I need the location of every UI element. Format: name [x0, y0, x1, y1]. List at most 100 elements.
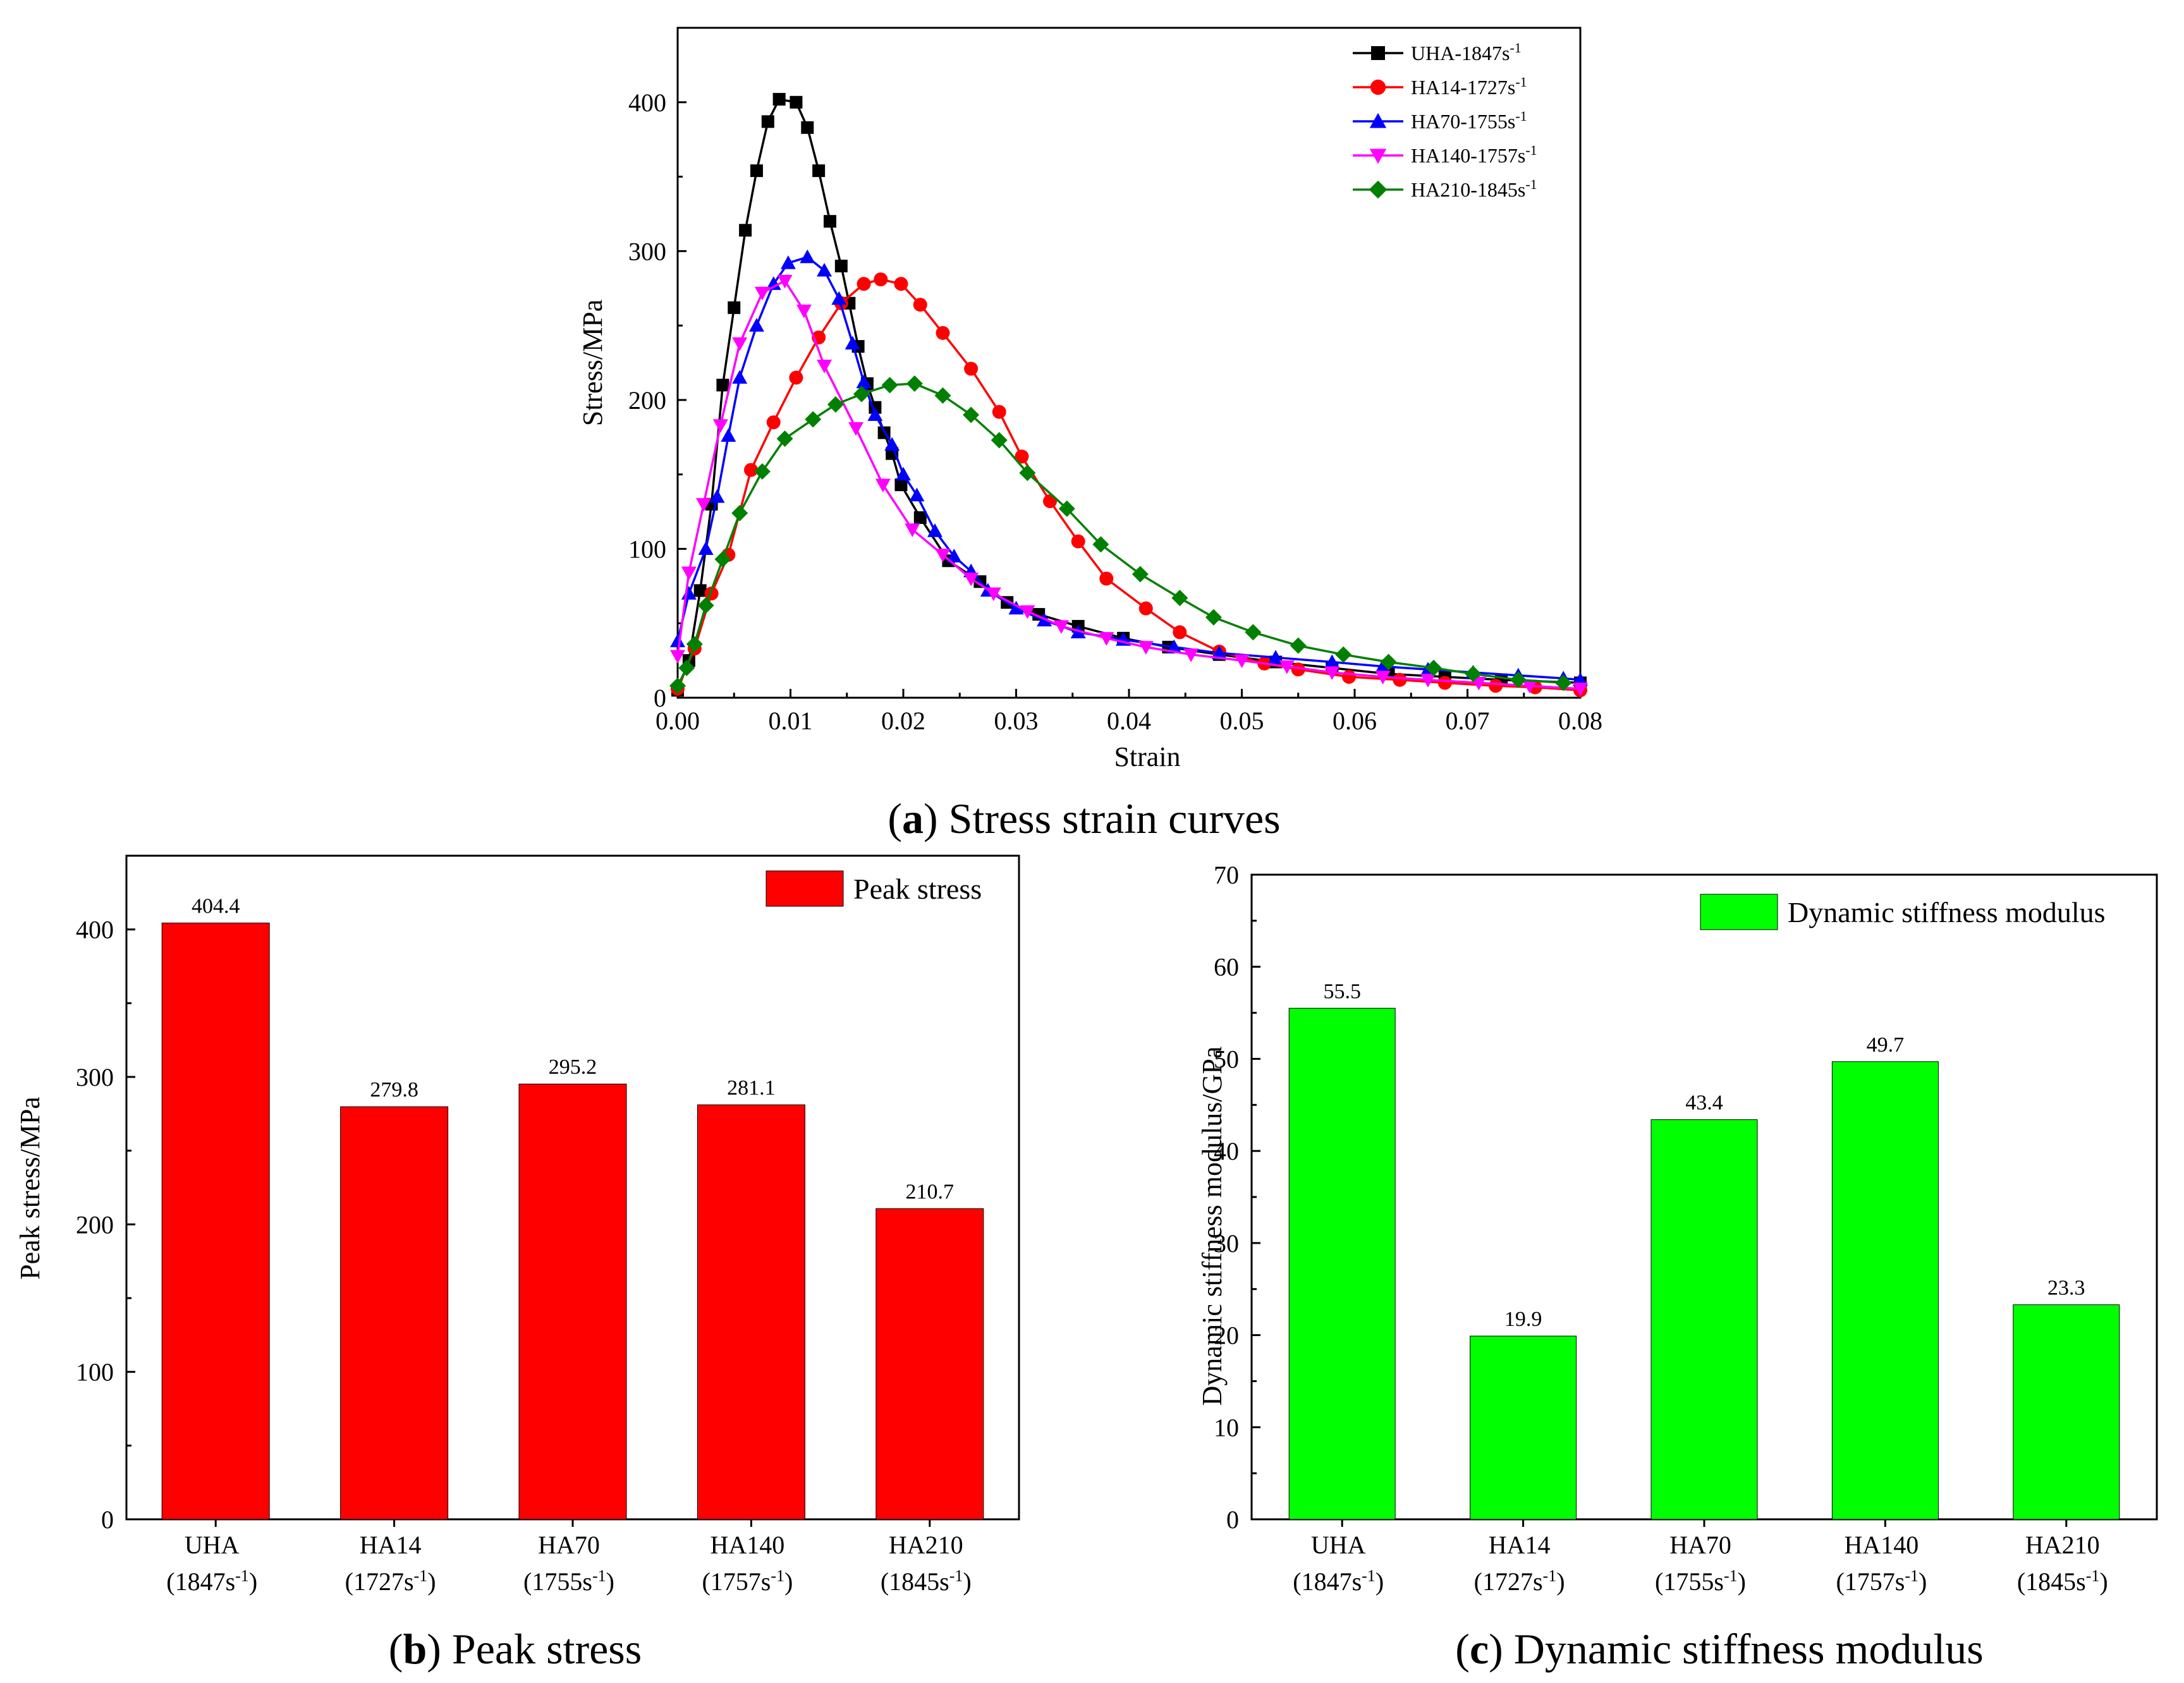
category-label: HA14: [360, 1531, 422, 1559]
category-rate-label: (1755s-1): [1655, 1567, 1746, 1596]
bar-value-label: 404.4: [192, 894, 240, 918]
marker-circle: [992, 404, 1006, 419]
marker-circle: [1393, 672, 1407, 687]
y-tick-label: 10: [1214, 1413, 1239, 1442]
series-ha210-1845s: [669, 375, 1572, 695]
legend-label-superscript: -1: [1515, 74, 1527, 90]
category-rate-superscript: -1: [1543, 1567, 1557, 1585]
marker-diamond: [1555, 674, 1572, 691]
marker-triangle-down: [712, 419, 728, 433]
legend-label: Dynamic stiffness modulus: [1788, 896, 2106, 928]
category-rate-close: ): [1376, 1567, 1384, 1596]
axis-ticks: 0 100 200 300 400: [76, 916, 931, 1534]
category-rate-superscript: -1: [2086, 1567, 2100, 1585]
marker-square: [739, 224, 752, 237]
legend-swatch: [1700, 894, 1778, 930]
marker-circle: [1342, 670, 1357, 684]
category-rate-label: (1847s-1): [1293, 1567, 1384, 1596]
marker-triangle-down: [1573, 683, 1588, 696]
marker-circle: [1015, 449, 1029, 464]
marker-triangle-down: [1522, 679, 1537, 694]
marker-diamond: [1245, 624, 1262, 641]
marker-diamond: [827, 396, 844, 413]
caption-text: Stress strain curves: [938, 794, 1281, 842]
marker-triangle-down: [905, 523, 920, 537]
marker-triangle-up: [946, 549, 962, 562]
category-rate-superscript: -1: [592, 1567, 606, 1585]
category-label: UHA: [185, 1531, 240, 1559]
category-label: HA140: [711, 1531, 785, 1559]
marker-square: [913, 511, 927, 524]
y-tick-label: 60: [1214, 953, 1239, 981]
marker-triangle-down: [1369, 149, 1387, 164]
category-label: UHA: [1311, 1531, 1366, 1559]
category-label: HA140: [1845, 1531, 1919, 1559]
y-tick-label: 400: [76, 916, 114, 944]
marker-triangle-down: [1279, 660, 1295, 674]
legend-item: UHA-1847s-1: [1353, 40, 1522, 64]
y-tick-label: 300: [76, 1063, 114, 1091]
legend-item: HA70-1755s-1: [1353, 108, 1527, 133]
category-rate-close: ): [2099, 1567, 2108, 1596]
marker-triangle-down: [732, 337, 748, 351]
marker-triangle-down: [1420, 674, 1436, 688]
y-axis-title: Peak stress/MPa: [15, 1097, 46, 1280]
marker-diamond: [881, 377, 898, 394]
y-tick-label: 0: [1226, 1505, 1239, 1534]
marker-triangle-up: [1369, 112, 1387, 128]
legend: Peak stress: [766, 870, 982, 907]
marker-triangle-up: [1573, 672, 1588, 686]
marker-circle: [1489, 679, 1503, 693]
legend-label: HA140-1757s-1: [1411, 142, 1537, 167]
marker-triangle-up: [1375, 659, 1391, 673]
y-tick-label: 0: [101, 1505, 114, 1534]
bar-value-label: 19.9: [1504, 1308, 1542, 1331]
marker-triangle-down: [754, 286, 770, 301]
y-tick-label: 100: [76, 1358, 114, 1387]
legend-swatch: [766, 870, 844, 907]
y-tick-label: 0: [654, 684, 666, 712]
marker-triangle-down: [670, 650, 685, 664]
bar: [1831, 1061, 1939, 1520]
marker-square: [1371, 46, 1385, 60]
caption-text: Dynamic stiffness modulus: [1503, 1625, 1984, 1673]
marker-triangle-down: [796, 304, 812, 319]
caption-c: (c) Dynamic stiffness modulus: [1455, 1625, 1983, 1673]
legend-label: Peak stress: [853, 873, 982, 905]
marker-triangle-down: [985, 587, 1001, 602]
y-tick-label: 200: [628, 386, 666, 415]
legend: Dynamic stiffness modulus: [1700, 894, 2106, 930]
x-tick-label: 0.01: [769, 707, 813, 735]
marker-square: [716, 379, 729, 392]
bar: [1650, 1119, 1758, 1520]
legend-label-superscript: -1: [1525, 142, 1537, 158]
bar: [161, 922, 270, 1520]
stress-strain-chart: 0.00 0.01 0.02 0.03 0.04 0.05 0.06 0.07 0.08 0 100…: [577, 27, 1602, 772]
category-rate-close: ): [1738, 1567, 1746, 1596]
marker-triangle-down: [1020, 605, 1035, 619]
marker-triangle-up: [1268, 650, 1284, 664]
category-label: HA70: [1669, 1531, 1731, 1559]
bar-value-label: 281.1: [727, 1076, 776, 1100]
marker-diamond: [1510, 671, 1527, 688]
marker-diamond: [1058, 500, 1075, 517]
category-label: HA70: [538, 1531, 600, 1559]
caption-b: (b) Peak stress: [389, 1625, 642, 1673]
marker-square: [772, 93, 786, 106]
y-axis-title: Dynamic stiffness modulus/GPa: [1197, 1047, 1228, 1406]
marker-triangle-up: [1211, 645, 1227, 659]
marker-triangle-down: [696, 498, 712, 512]
marker-triangle-up: [709, 489, 725, 503]
y-tick-label: 400: [628, 88, 666, 117]
x-tick-label: 0.02: [881, 707, 925, 735]
marker-diamond: [906, 375, 923, 392]
category-rate-close: ): [427, 1567, 436, 1596]
marker-triangle-up: [831, 291, 847, 305]
marker-triangle-up: [817, 262, 833, 277]
category-label: HA210: [2025, 1531, 2100, 1559]
bar: [1288, 1007, 1396, 1520]
x-tick-label: 0.05: [1220, 707, 1264, 735]
legend-item: HA140-1757s-1: [1353, 142, 1537, 167]
marker-diamond: [1171, 590, 1188, 607]
